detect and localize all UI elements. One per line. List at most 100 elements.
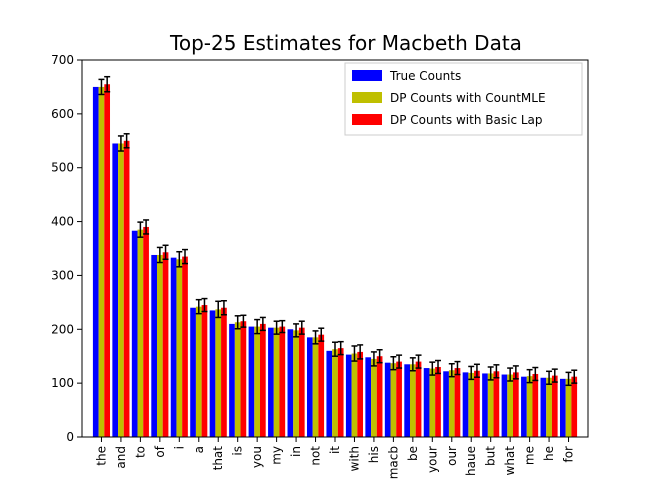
x-tick-label: he: [542, 446, 556, 461]
bar-1-haue: [468, 372, 475, 437]
bar-2-is: [240, 321, 247, 437]
bar-2-his: [376, 356, 383, 437]
bar-0-a: [190, 307, 196, 437]
bar-1-your: [429, 368, 436, 437]
bar-2-of: [162, 252, 169, 437]
bar-2-the: [104, 84, 111, 437]
bar-2-with: [357, 351, 364, 437]
y-tick-label: 100: [51, 376, 74, 390]
bar-2-your: [435, 366, 441, 437]
x-tick-label: me: [523, 446, 537, 465]
x-tick-label: is: [231, 446, 245, 456]
x-tick-label: with: [347, 446, 361, 471]
bar-0-i: [170, 257, 177, 437]
bar-0-it: [326, 350, 333, 437]
y-tick-label: 400: [51, 215, 74, 229]
bar-2-a: [201, 305, 208, 437]
bar-0-the: [92, 86, 99, 437]
bar-1-our: [448, 370, 455, 437]
bar-2-that: [221, 307, 227, 437]
bar-1-a: [195, 306, 202, 437]
legend-swatch-dp-basic-lap: [352, 114, 382, 125]
bar-1-my: [273, 327, 280, 437]
bar-0-he: [540, 377, 547, 437]
bar-0-in: [287, 329, 294, 437]
bar-0-not: [306, 337, 313, 437]
x-tick-label: to: [133, 446, 147, 458]
bar-2-our: [454, 368, 461, 437]
y-tick-label: 300: [51, 268, 74, 282]
bar-0-macb: [384, 362, 391, 437]
x-tick-label: macb: [386, 446, 400, 479]
bar-2-you: [260, 323, 266, 437]
bar-2-haue: [474, 370, 480, 437]
x-tick-label: not: [309, 446, 323, 466]
bar-1-you: [254, 326, 261, 437]
bar-2-for: [571, 376, 578, 437]
y-tick-label: 200: [51, 322, 74, 336]
bar-1-macb: [390, 363, 397, 437]
bar-1-for: [565, 378, 572, 437]
x-tick-label: it: [328, 446, 342, 454]
legend: True Counts DP Counts with CountMLE DP C…: [344, 62, 583, 136]
bar-2-macb: [396, 361, 402, 437]
bar-0-me: [521, 376, 527, 437]
bar-2-i: [182, 256, 188, 437]
bar-0-but: [482, 373, 488, 437]
chart-title: Top-25 Estimates for Macbeth Data: [169, 31, 522, 55]
bar-0-my: [268, 327, 274, 437]
x-tick-label: his: [367, 446, 381, 463]
bar-0-that: [209, 310, 216, 437]
bar-0-what: [501, 374, 508, 437]
x-tick-label: for: [562, 446, 576, 463]
x-tick-label: but: [484, 446, 498, 466]
bar-0-for: [559, 378, 566, 437]
bar-0-of: [151, 254, 157, 437]
bar-1-what: [507, 374, 514, 437]
x-axis: the and to of i a that is you my in not it with his mac…: [94, 437, 576, 479]
bar-2-what: [513, 372, 519, 437]
x-tick-label: of: [153, 445, 167, 457]
bar-1-with: [351, 353, 358, 437]
bar-1-and: [118, 143, 124, 437]
bar-0-to: [131, 230, 138, 437]
y-tick-label: 600: [51, 107, 74, 121]
bar-2-be: [415, 361, 422, 437]
bar-0-you: [248, 326, 255, 437]
legend-box: [344, 62, 583, 136]
legend-swatch-dp-countmle: [352, 92, 382, 103]
x-tick-label: i: [172, 446, 186, 449]
bar-1-me: [526, 376, 533, 437]
x-tick-label: your: [425, 446, 439, 473]
x-tick-label: a: [192, 446, 206, 453]
x-tick-label: in: [289, 446, 303, 457]
legend-label-dp-basic-lap: DP Counts with Basic Lap: [390, 113, 543, 127]
x-tick-label: the: [94, 446, 108, 466]
x-tick-label: my: [270, 446, 284, 465]
bar-1-be: [409, 364, 416, 437]
bar-1-to: [137, 229, 144, 437]
x-tick-label: haue: [464, 446, 478, 476]
y-tick-label: 500: [51, 161, 74, 175]
bar-1-that: [215, 309, 222, 437]
bar-0-his: [365, 357, 372, 437]
bar-0-with: [345, 354, 352, 437]
y-tick-label: 700: [51, 53, 74, 67]
bar-2-not: [318, 334, 325, 437]
bar-0-haue: [462, 372, 469, 437]
bar-0-your: [423, 368, 430, 437]
bar-2-to: [143, 226, 149, 437]
bar-1-his: [371, 358, 377, 437]
bar-2-but: [493, 371, 500, 437]
bar-1-of: [156, 254, 163, 437]
legend-swatch-true-counts: [352, 70, 382, 81]
bar-1-but: [487, 373, 494, 437]
x-tick-label: what: [503, 446, 517, 476]
y-tick-label: 0: [66, 430, 74, 444]
legend-label-dp-countmle: DP Counts with CountMLE: [390, 91, 546, 105]
bar-2-and: [123, 140, 130, 438]
x-tick-label: you: [250, 446, 264, 468]
bar-1-the: [98, 86, 105, 437]
